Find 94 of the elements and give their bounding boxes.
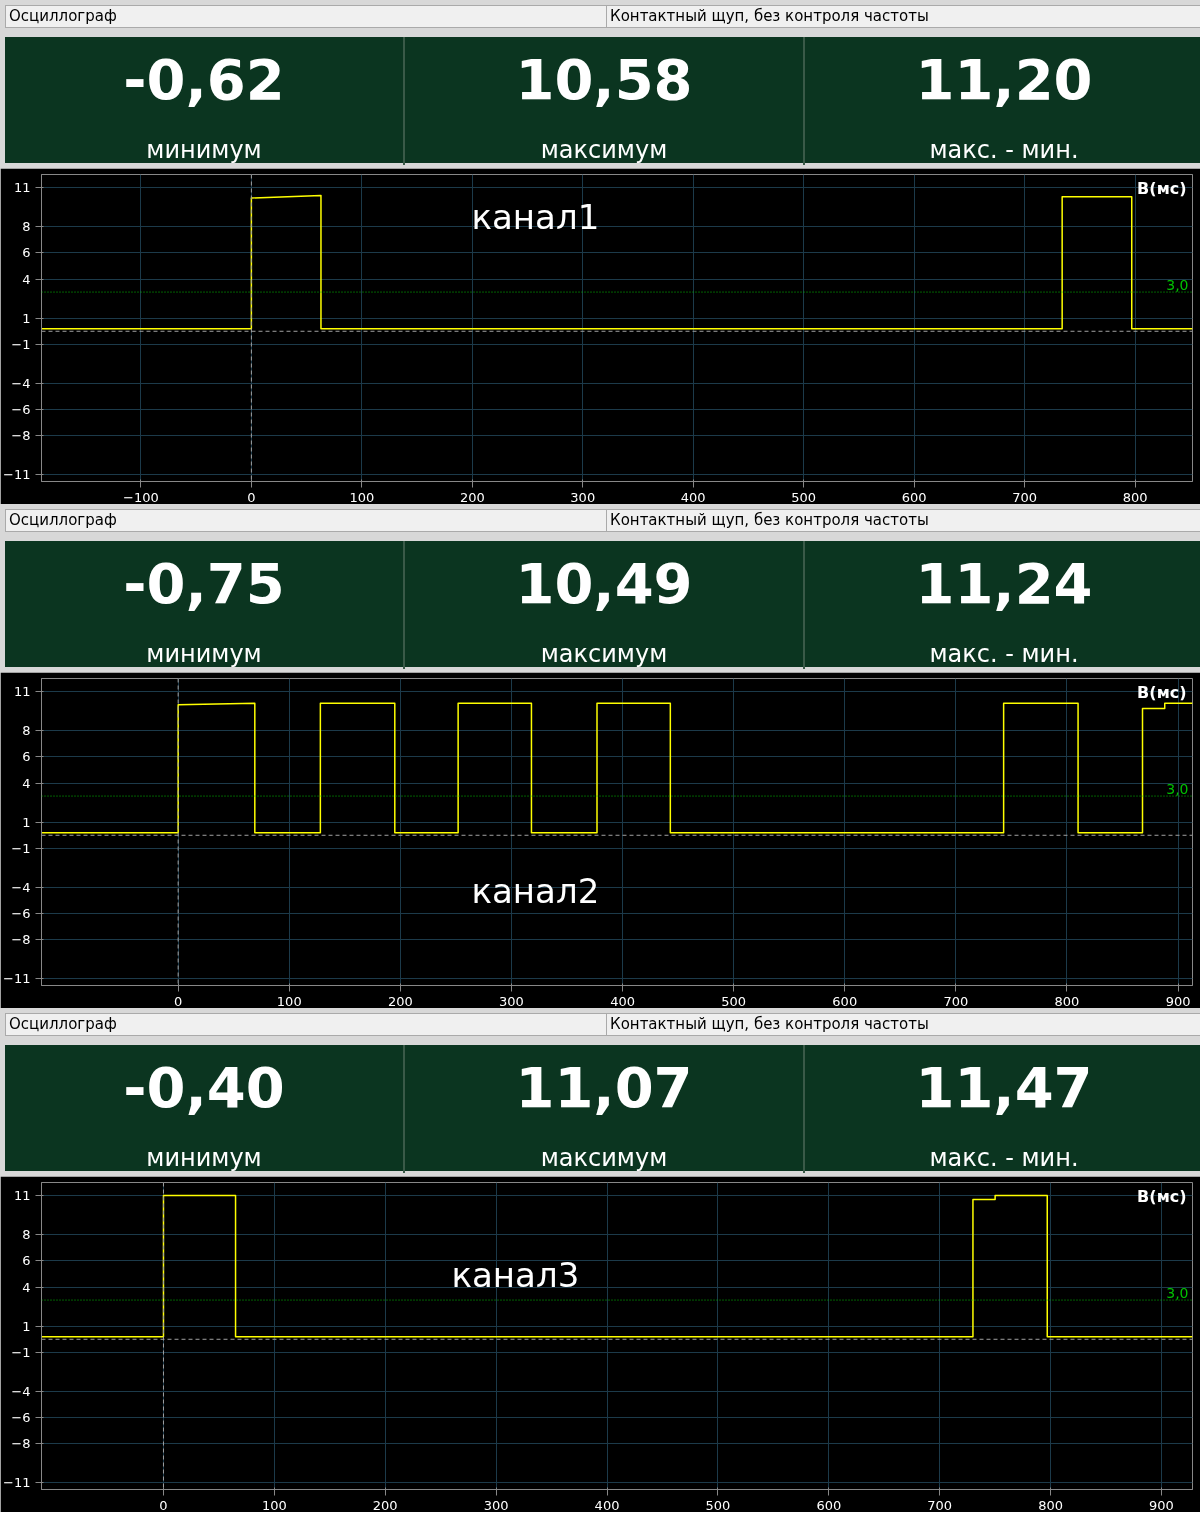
y-tick-label: 1	[22, 310, 31, 326]
y-axis-title: В(мс)	[1137, 682, 1187, 702]
y-tick-label: 11	[13, 180, 31, 196]
y-tick-label: 6	[22, 245, 31, 261]
x-tick-label: 200	[372, 1497, 398, 1513]
y-tick-label: −6	[11, 402, 31, 418]
y-tick-label: 4	[22, 775, 31, 791]
y-tick-label: 6	[22, 1253, 31, 1269]
ref-line-label: 3,0	[1166, 1285, 1189, 1302]
y-tick-label: −4	[11, 880, 31, 896]
x-tick-label: 900	[1149, 1497, 1174, 1513]
y-tick-label: 6	[22, 749, 31, 765]
chart-subtitle: Контактный щуп, без контроля частоты	[606, 510, 929, 532]
x-tick-label: 800	[1122, 489, 1148, 505]
y-tick-label: −6	[11, 906, 31, 922]
y-tick-label: −11	[3, 467, 31, 483]
x-tick-label: 100	[349, 489, 375, 505]
x-tick-label: 900	[1165, 993, 1191, 1009]
y-tick-label: 11	[13, 684, 31, 700]
x-tick-label: 300	[483, 1497, 509, 1513]
text: минимум	[145, 1143, 263, 1174]
text: макс. - мин.	[928, 135, 1080, 166]
y-tick-label: −11	[3, 971, 31, 987]
text: 11,47	[914, 1055, 1094, 1121]
text: -0,62	[122, 47, 286, 113]
y-tick-label: −11	[3, 1475, 31, 1491]
x-tick-label: 600	[816, 1497, 842, 1513]
text: максимум	[539, 135, 669, 166]
x-tick-label: 200	[459, 489, 485, 505]
y-tick-label: 8	[22, 723, 31, 739]
x-tick-label: 400	[680, 489, 706, 505]
ref-line-label: 3,0	[1166, 277, 1189, 294]
y-tick-label: −1	[11, 840, 31, 856]
x-tick-label: 200	[387, 993, 413, 1009]
x-tick-label: 500	[721, 993, 747, 1009]
x-tick-label: 100	[276, 993, 302, 1009]
text: минимум	[145, 135, 263, 166]
x-tick-label: 100	[261, 1497, 287, 1513]
text: 10,58	[514, 47, 694, 113]
x-tick-label: 400	[610, 993, 635, 1009]
text: минимум	[145, 639, 263, 670]
x-tick-label: 600	[832, 993, 858, 1009]
text: 10,49	[514, 551, 694, 617]
x-tick-label: 800	[1054, 993, 1080, 1009]
ref-line-label: 3,0	[1166, 781, 1189, 798]
chart-subtitle: Контактный щуп, без контроля частоты	[606, 1014, 929, 1036]
line-series	[41, 702, 1193, 834]
y-tick-label: −8	[11, 428, 31, 444]
y-tick-label: −1	[11, 336, 31, 352]
y-axis-title: В(мс)	[1137, 1186, 1187, 1206]
chart-subtitle: Контактный щуп, без контроля частоты	[606, 6, 929, 28]
y-tick-label: −8	[11, 932, 31, 948]
text: 11,07	[514, 1055, 694, 1121]
y-tick-label: 1	[22, 1318, 31, 1334]
x-tick-label: 400	[594, 1497, 620, 1513]
y-tick-label: 4	[22, 1279, 31, 1295]
text: максимум	[539, 639, 669, 670]
x-tick-label: 800	[1038, 1497, 1063, 1513]
y-tick-label: 4	[22, 271, 31, 287]
annotation: канал3	[451, 1254, 580, 1295]
y-tick-label: 1	[22, 814, 31, 830]
x-tick-label: 300	[499, 993, 524, 1009]
x-tick-label: 0	[247, 489, 256, 505]
x-tick-label: 500	[791, 489, 817, 505]
text: макс. - мин.	[928, 639, 1080, 670]
annotation: канал2	[471, 870, 600, 911]
y-tick-label: −1	[11, 1344, 31, 1360]
text: -0,75	[122, 551, 286, 617]
text: максимум	[539, 1143, 669, 1174]
x-tick-label: 500	[705, 1497, 731, 1513]
y-tick-label: 8	[22, 1227, 31, 1243]
y-tick-label: −6	[11, 1410, 31, 1426]
text: 11,20	[914, 47, 1094, 113]
x-tick-label: 0	[159, 1497, 168, 1513]
y-axis-title: В(мс)	[1137, 178, 1187, 198]
annotation: канал1	[471, 196, 600, 237]
x-tick-label: 600	[901, 489, 927, 505]
chart-title: Осциллограф	[8, 510, 118, 531]
chart-title: Осциллограф	[8, 1014, 118, 1035]
x-tick-label: −100	[123, 489, 159, 505]
y-tick-label: −8	[11, 1436, 31, 1452]
x-tick-label: 700	[1012, 489, 1038, 505]
y-tick-label: 11	[13, 1188, 31, 1204]
text: -0,40	[122, 1055, 286, 1121]
x-tick-label: 300	[570, 489, 596, 505]
y-tick-label: −4	[11, 376, 31, 392]
text: 11,24	[914, 551, 1094, 617]
x-tick-label: 700	[943, 993, 969, 1009]
y-tick-label: 8	[22, 219, 31, 235]
text: макс. - мин.	[928, 1143, 1080, 1174]
x-tick-label: 0	[174, 993, 183, 1009]
x-tick-label: 700	[927, 1497, 953, 1513]
chart-title: Осциллограф	[8, 6, 118, 27]
y-tick-label: −4	[11, 1384, 31, 1400]
